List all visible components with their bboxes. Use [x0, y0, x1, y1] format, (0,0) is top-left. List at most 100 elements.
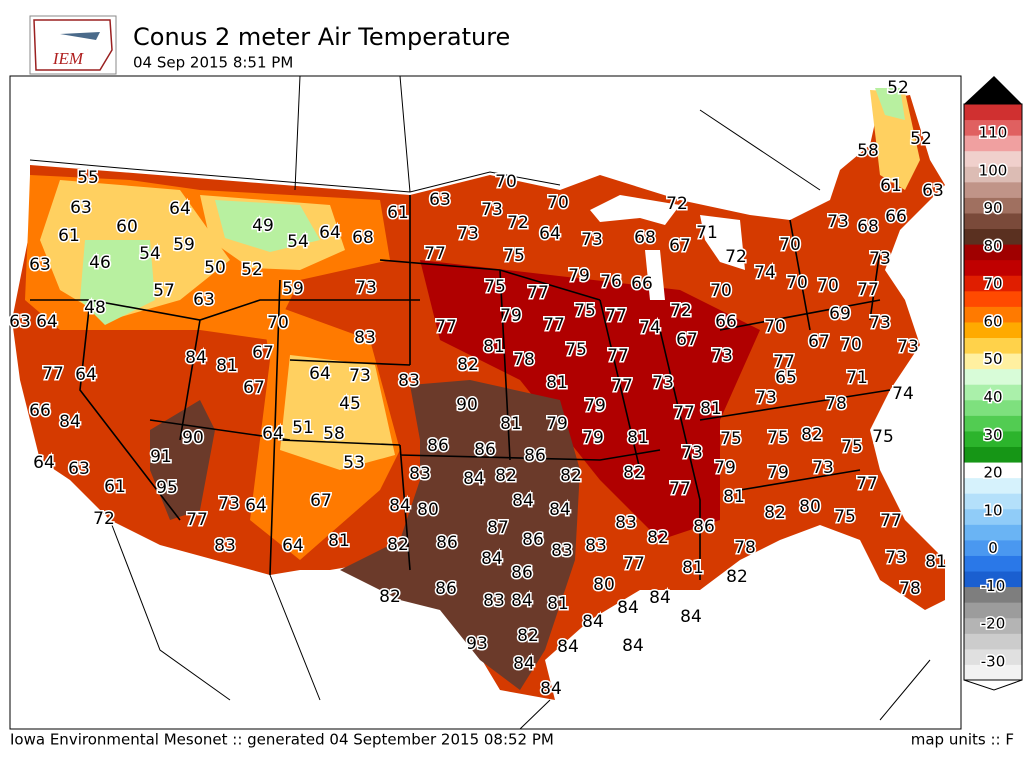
station-temperature: 81 [546, 373, 568, 393]
station-temperature: 84 [389, 496, 411, 516]
station-temperature: 86 [524, 446, 546, 466]
station-temperature: 79 [546, 414, 568, 434]
station-temperature: 64 [309, 364, 331, 384]
station-temperature: 73 [897, 337, 919, 357]
station-temperature: 73 [652, 373, 674, 393]
station-temperature: 64 [33, 453, 55, 473]
station-temperature: 64 [75, 365, 97, 385]
station-temperature: 82 [560, 466, 582, 486]
station-temperature: 71 [696, 223, 718, 243]
station-temperature: 81 [627, 428, 649, 448]
station-temperature: 67 [676, 330, 698, 350]
station-temperature: 81 [547, 594, 569, 614]
lake [645, 250, 665, 300]
station-temperature: 83 [551, 541, 573, 561]
station-temperature: 75 [574, 301, 596, 321]
station-temperature: 66 [29, 401, 51, 421]
station-temperature: 71 [846, 368, 868, 388]
cool-zone [870, 90, 920, 190]
station-temperature: 80 [799, 497, 821, 517]
station-temperature: 51 [292, 418, 314, 438]
station-temperature: 61 [387, 203, 409, 223]
station-temperature: 84 [481, 549, 503, 569]
colorbar-band [964, 415, 1022, 432]
station-temperature: 75 [565, 340, 587, 360]
cool-zone [80, 240, 155, 325]
station-temperature: 84 [617, 598, 639, 618]
station-temperature: 70 [840, 335, 862, 355]
station-temperature: 77 [186, 510, 208, 530]
colorbar-label: 20 [983, 464, 1002, 482]
station-temperature: 67 [252, 343, 274, 363]
station-temperature: 59 [282, 279, 304, 299]
station-temperature: 80 [417, 500, 439, 520]
station-temperature: 93 [466, 634, 488, 654]
station-temperature: 82 [517, 626, 539, 646]
colorbar-band [964, 462, 1022, 479]
station-temperature: 64 [282, 536, 304, 556]
station-temperature: 77 [669, 479, 691, 499]
station-temperature: 52 [910, 129, 932, 149]
station-temperature: 84 [511, 591, 533, 611]
station-temperature: 66 [885, 207, 907, 227]
station-temperature: 73 [755, 388, 777, 408]
colorbar-band [964, 135, 1022, 152]
colorbar-label: 10 [983, 501, 1002, 519]
station-temperature: 82 [387, 535, 409, 555]
station-temperature: 64 [319, 223, 341, 243]
colorbar-band [964, 119, 1022, 136]
station-temperature: 82 [801, 425, 823, 445]
station-temperature: 48 [84, 298, 106, 318]
station-temperature: 81 [328, 531, 350, 551]
station-temperature: 50 [204, 258, 226, 278]
colorbar-band [964, 321, 1022, 339]
station-temperature: 46 [89, 253, 111, 273]
station-temperature: 73 [581, 230, 603, 250]
station-temperature: 84 [557, 637, 579, 657]
cool-zone [875, 88, 905, 120]
station-temperature: 74 [754, 263, 776, 283]
station-temperature: 68 [857, 217, 879, 237]
station-temperature: 77 [857, 280, 879, 300]
station-temperature: 82 [726, 567, 748, 587]
station-temperature: 67 [808, 332, 830, 352]
station-temperature: 74 [639, 318, 661, 338]
station-temperature: 73 [827, 212, 849, 232]
station-temperature: 66 [715, 312, 737, 332]
colorbar-band [964, 244, 1022, 261]
colorbar-label: -30 [981, 653, 1006, 671]
colorbar-band [964, 197, 1022, 214]
station-temperature: 70 [817, 276, 839, 296]
station-temperature: 49 [252, 216, 274, 236]
station-temperature: 64 [245, 496, 267, 516]
station-temperature: 54 [287, 232, 309, 252]
colorbar-label: 60 [983, 312, 1002, 330]
station-temperature: 77 [611, 376, 633, 396]
station-temperature: 81 [500, 414, 522, 434]
colorbar-band [964, 571, 1022, 588]
station-temperature: 86 [427, 436, 449, 456]
station-temperature: 86 [436, 533, 458, 553]
colorbar-band [964, 602, 1022, 619]
hot-zone [150, 400, 215, 520]
subtitle: 04 Sep 2015 8:51 PM [133, 54, 293, 72]
station-temperature: 63 [70, 198, 92, 218]
station-temperature: 81 [682, 558, 704, 578]
colorbar-label: 0 [988, 539, 998, 557]
colorbar-band [964, 166, 1022, 183]
colorbar-label: -10 [981, 577, 1006, 595]
station-temperature: 84 [463, 469, 485, 489]
footer-right: map units :: F [911, 731, 1014, 749]
colorbar-band [964, 181, 1022, 198]
station-temperature: 63 [68, 459, 90, 479]
station-temperature: 84 [185, 348, 207, 368]
colorbar-band [964, 493, 1022, 510]
cool-zone [215, 200, 320, 252]
station-temperature: 86 [522, 530, 544, 550]
station-temperature: 82 [764, 503, 786, 523]
colorbar-frame [963, 103, 1023, 681]
station-temperature: 76 [600, 272, 622, 292]
station-temperature: 70 [495, 172, 517, 192]
